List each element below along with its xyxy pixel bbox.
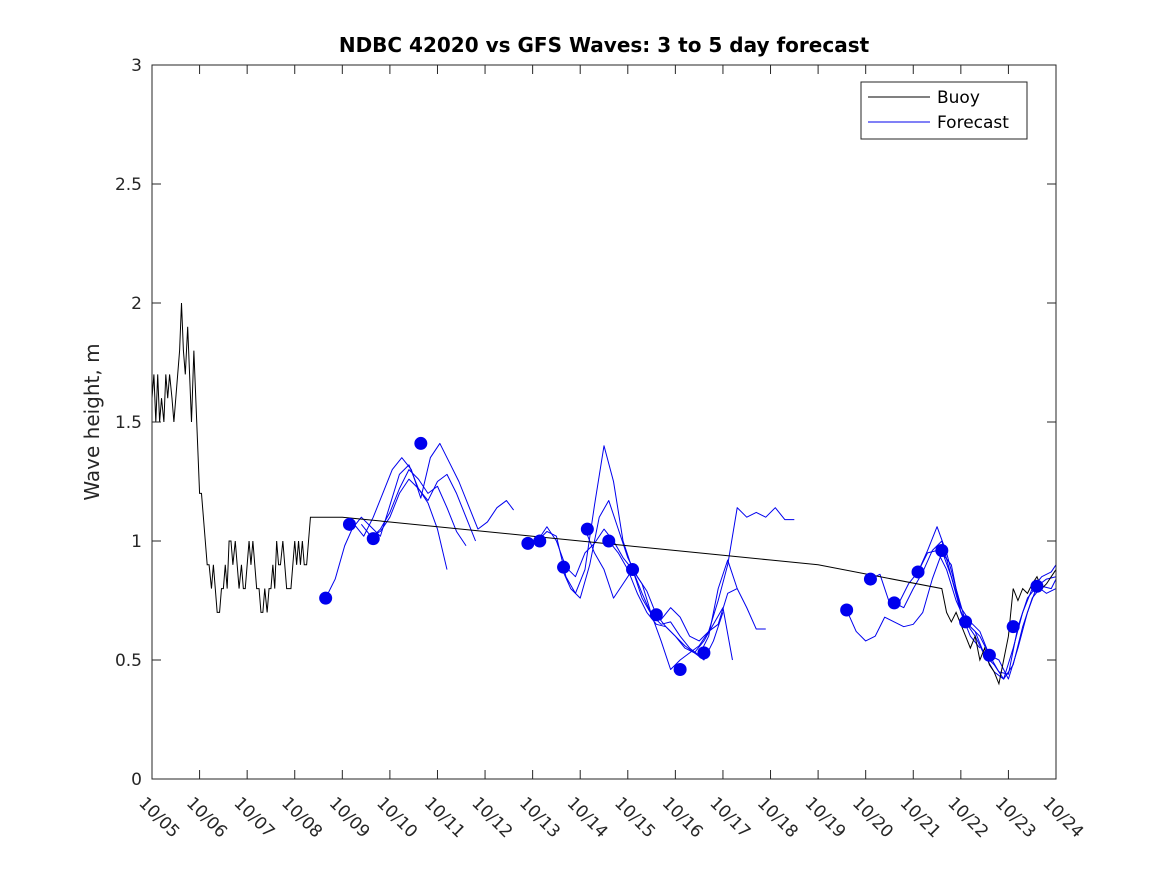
legend-label-forecast: Forecast (937, 113, 1009, 133)
forecast-line (584, 528, 766, 671)
forecast-marker (602, 534, 616, 548)
forecast-marker (414, 436, 428, 450)
forecast-marker (557, 560, 571, 574)
forecast-line (351, 464, 477, 542)
buoy-line (152, 302, 1056, 686)
forecast-marker (863, 572, 877, 586)
y-tick-label: 0.5 (115, 651, 142, 671)
y-tick-label: 1 (131, 532, 142, 552)
legend: Buoy Forecast (860, 81, 1028, 140)
forecast-marker (342, 517, 356, 531)
forecast-marker (911, 565, 925, 579)
series-group (152, 302, 1056, 686)
y-tick-label: 1.5 (115, 413, 142, 433)
forecast-marker (982, 648, 996, 662)
plot-area (152, 65, 1056, 779)
y-tick-label: 2.5 (115, 175, 142, 195)
forecast-marker (580, 522, 594, 536)
legend-box (860, 81, 1028, 140)
y-tick-label: 2 (131, 294, 142, 314)
forecast-line (537, 445, 738, 656)
forecast-marker (626, 563, 640, 577)
forecast-line (560, 500, 733, 661)
forecast-marker (521, 536, 535, 550)
forecast-marker (319, 591, 333, 605)
legend-label-buoy: Buoy (937, 88, 980, 108)
forecast-marker (1006, 620, 1020, 634)
y-tick-label: 0 (131, 770, 142, 790)
forecast-marker (649, 608, 663, 622)
forecast-marker (935, 544, 949, 558)
forecast-line (527, 507, 795, 642)
forecast-marker (840, 603, 854, 617)
forecast-marker (366, 532, 380, 546)
y-tick-label: 3 (131, 56, 142, 76)
forecast-marker (1030, 579, 1044, 593)
forecast-marker (697, 646, 711, 660)
forecast-marker (959, 615, 973, 629)
y-axis-label: Wave height, m (80, 343, 104, 500)
forecast-line (325, 442, 514, 599)
forecast-marker (533, 534, 547, 548)
forecast-line (370, 469, 467, 547)
chart-title: NDBC 42020 vs GFS Waves: 3 to 5 day fore… (339, 33, 870, 57)
data-layer (152, 302, 1056, 686)
forecast-marker (673, 663, 687, 677)
forecast-marker (887, 596, 901, 610)
